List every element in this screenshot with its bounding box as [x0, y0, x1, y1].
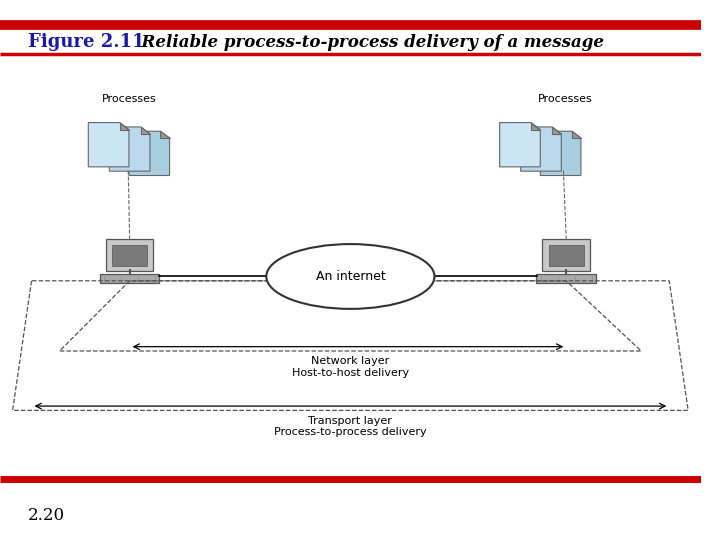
- FancyBboxPatch shape: [112, 245, 147, 266]
- Text: Figure 2.11: Figure 2.11: [28, 33, 145, 51]
- Text: 2.20: 2.20: [28, 507, 65, 524]
- Text: Processes: Processes: [538, 93, 593, 104]
- FancyBboxPatch shape: [106, 239, 153, 271]
- Ellipse shape: [266, 244, 434, 309]
- Text: Transport layer
Process-to-process delivery: Transport layer Process-to-process deliv…: [274, 416, 427, 437]
- Polygon shape: [89, 123, 129, 167]
- FancyBboxPatch shape: [549, 245, 584, 266]
- Polygon shape: [572, 131, 581, 138]
- FancyBboxPatch shape: [542, 239, 590, 271]
- Polygon shape: [540, 131, 581, 176]
- Polygon shape: [531, 123, 540, 130]
- Polygon shape: [129, 131, 170, 176]
- Polygon shape: [141, 127, 150, 134]
- Polygon shape: [161, 131, 170, 138]
- Text: Processes: Processes: [102, 93, 157, 104]
- FancyBboxPatch shape: [536, 274, 596, 283]
- Text: An internet: An internet: [315, 270, 385, 283]
- Polygon shape: [521, 127, 562, 171]
- FancyBboxPatch shape: [100, 274, 159, 283]
- Polygon shape: [552, 127, 562, 134]
- Polygon shape: [500, 123, 540, 167]
- Polygon shape: [109, 127, 150, 171]
- Polygon shape: [120, 123, 129, 130]
- Text: Network layer
Host-to-host delivery: Network layer Host-to-host delivery: [292, 356, 409, 378]
- Text: Reliable process-to-process delivery of a message: Reliable process-to-process delivery of …: [130, 33, 603, 51]
